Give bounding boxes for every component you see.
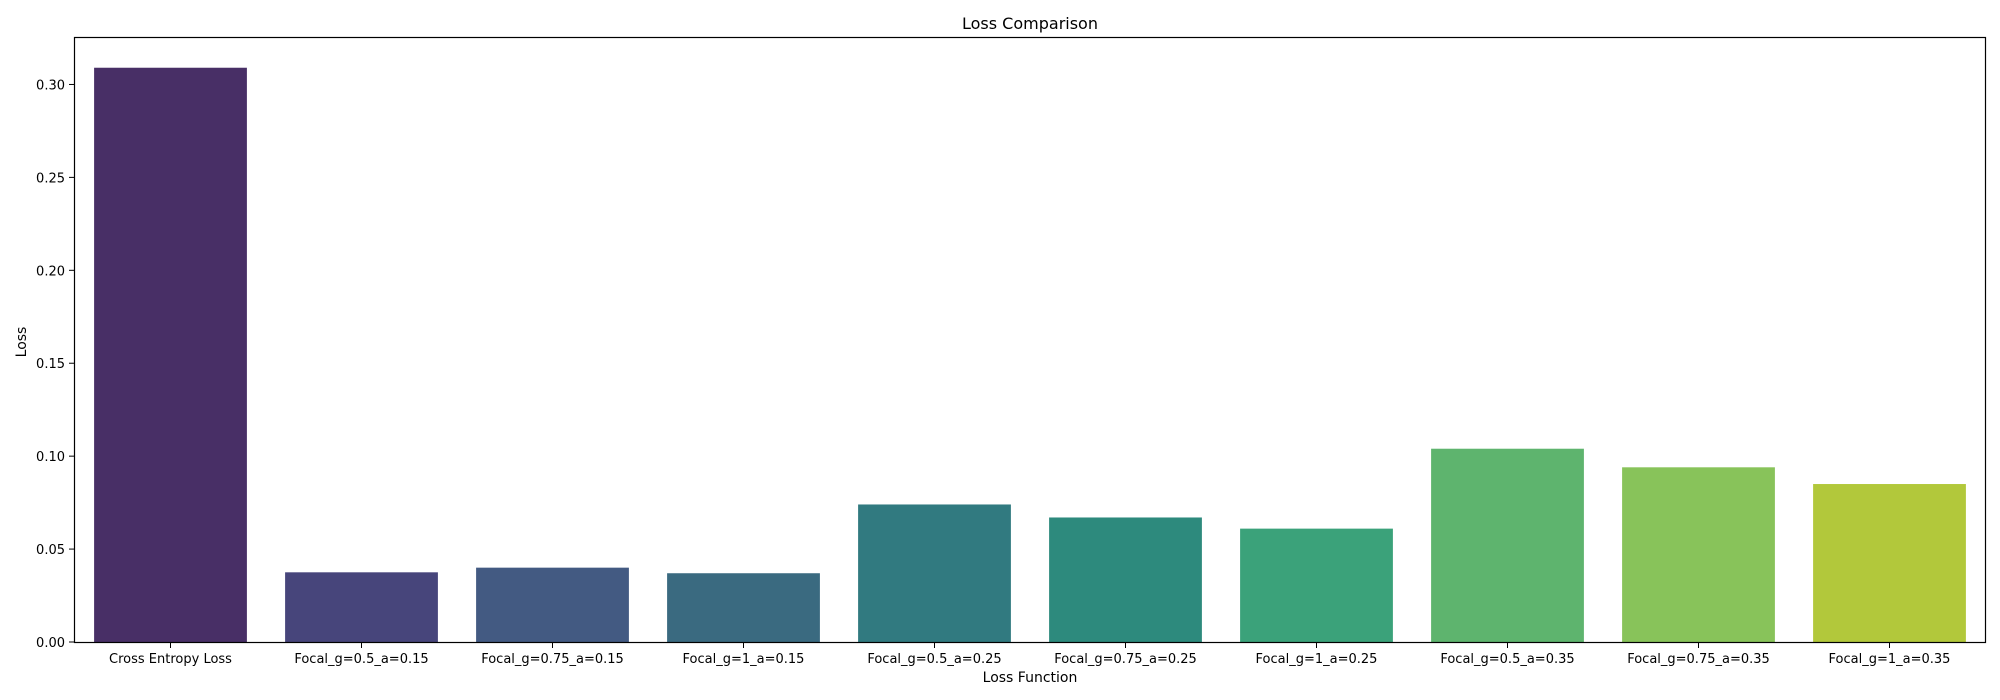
chart-title: Loss Comparison: [962, 14, 1098, 33]
plot-frame: [73, 36, 1987, 644]
bar-5: [1049, 517, 1202, 642]
x-tick-label: Cross Entropy Loss: [109, 652, 232, 667]
bar-2: [476, 567, 629, 642]
x-tick-label: Focal_g=0.5_a=0.25: [867, 652, 1001, 667]
x-tick-label: Focal_g=1_a=0.35: [1829, 652, 1951, 667]
bar-1: [285, 572, 438, 642]
x-tick-label: Focal_g=0.75_a=0.25: [1054, 652, 1197, 667]
bar-6: [1240, 528, 1393, 642]
bars-layer: [94, 67, 1966, 643]
x-tick-label: Focal_g=0.75_a=0.35: [1627, 652, 1770, 667]
x-tick-label: Focal_g=0.75_a=0.15: [481, 652, 624, 667]
bar-0: [94, 67, 247, 643]
y-tick-label: 0.00: [36, 636, 65, 651]
x-axis-ticks: Cross Entropy Loss Focal_g=0.5_a=0.15 Foca…: [109, 642, 1950, 667]
y-tick-label: 0.15: [36, 357, 65, 372]
bar-7: [1431, 448, 1584, 642]
y-tick-label: 0.20: [36, 264, 65, 279]
x-tick-label: Focal_g=1_a=0.25: [1256, 652, 1378, 667]
bar-3: [667, 573, 820, 642]
bar-9: [1813, 484, 1966, 642]
y-tick-label: 0.10: [36, 450, 65, 465]
x-tick-label: Focal_g=0.5_a=0.35: [1440, 652, 1574, 667]
y-axis-ticks: 0.00 0.05 0.10 0.15 0.20 0.25 0.30: [36, 78, 75, 651]
x-axis-label: Loss Function: [983, 670, 1078, 686]
bar-4: [858, 504, 1011, 642]
y-tick-label: 0.30: [36, 78, 65, 93]
x-tick-label: Focal_g=0.5_a=0.15: [294, 652, 428, 667]
y-tick-label: 0.05: [36, 543, 65, 558]
y-tick-label: 0.25: [36, 171, 65, 186]
y-axis-label: Loss: [14, 327, 30, 358]
x-tick-label: Focal_g=1_a=0.15: [683, 652, 805, 667]
bar-8: [1622, 467, 1775, 642]
